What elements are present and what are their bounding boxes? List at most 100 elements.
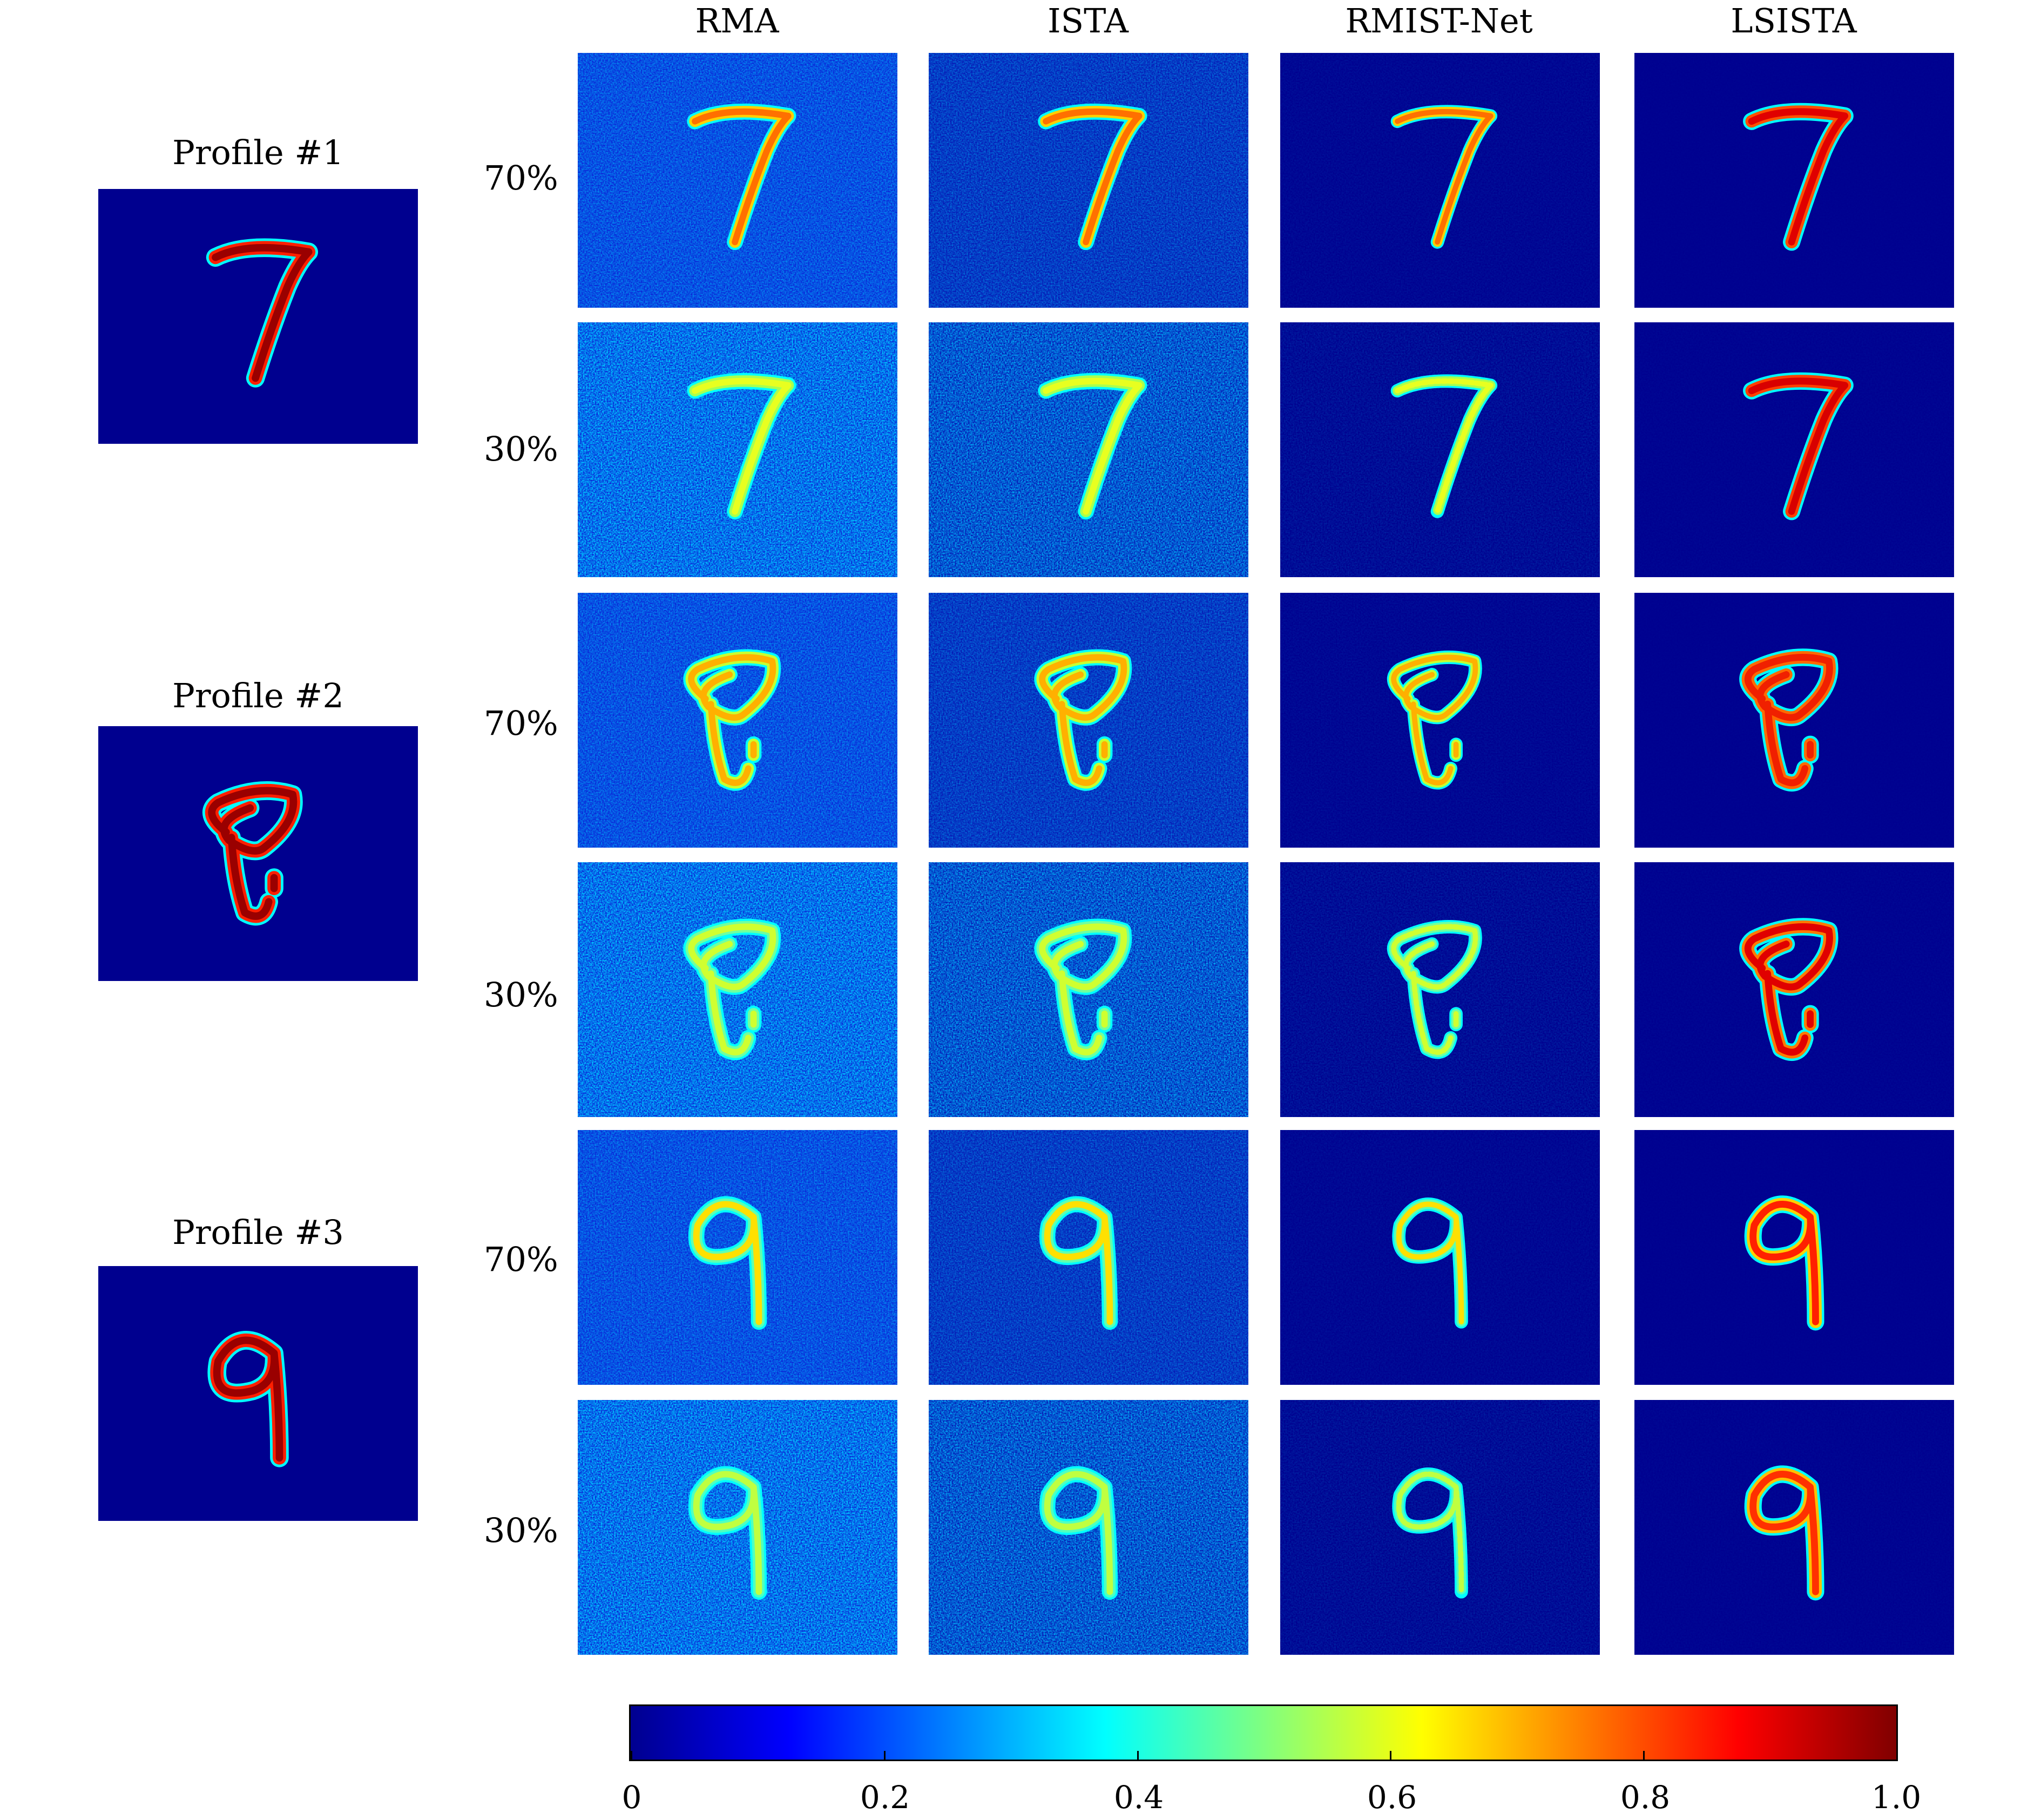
colorbar-label-0: 0: [621, 1779, 642, 1816]
colorbar-tick-2: [1137, 1751, 1139, 1760]
panel-background: [98, 189, 418, 444]
profile-title-2: Profile #2: [172, 676, 344, 715]
profile-image-1: [98, 189, 418, 444]
digit-8: [1739, 648, 1839, 791]
column-title-rmist-net: RMIST-Net: [1345, 1, 1533, 40]
digit-stroke: [1039, 923, 1127, 1056]
digit-9: [1392, 1467, 1468, 1599]
digit-8: [1739, 918, 1839, 1061]
profile-image-2: [98, 726, 418, 981]
digit-7: [1038, 373, 1147, 520]
digit-stroke: [693, 1201, 762, 1325]
column-title-lsista: LSISTA: [1731, 1, 1857, 40]
digit-stroke: [1391, 654, 1478, 786]
recon-ista-row-6: [929, 1400, 1248, 1655]
digit-7: [1038, 103, 1147, 251]
digit-7: [206, 238, 318, 388]
digit-stroke: [1391, 924, 1478, 1055]
recon-rmist-net-row-4: [1280, 862, 1600, 1117]
digit-8: [683, 918, 781, 1060]
recon-ista-row-2: [929, 322, 1248, 577]
recon-rmist-net-row-6: [1280, 1400, 1600, 1655]
recon-lsista-row-3: [1634, 593, 1954, 848]
digit-9: [1392, 1197, 1468, 1329]
recon-ista-row-4: [929, 862, 1248, 1117]
digit-7: [687, 103, 796, 251]
digit-stroke: [1749, 1471, 1819, 1595]
colorbar-tick-0: [631, 1751, 632, 1760]
recon-rmist-net-row-3: [1280, 593, 1600, 848]
profile-title-3: Profile #3: [172, 1213, 344, 1252]
colorbar-label-1: 0.2: [860, 1779, 910, 1816]
colorbar-label-5: 1.0: [1871, 1779, 1922, 1816]
recon-rma-row-3: [578, 593, 897, 848]
recon-rmist-net-row-2: [1280, 322, 1600, 577]
digit-stroke: [1043, 108, 1143, 246]
recon-rma-row-5: [578, 1130, 897, 1385]
digit-stroke: [1396, 1201, 1464, 1325]
row-label-6: 30%: [484, 1511, 558, 1550]
digit-stroke: [692, 377, 792, 515]
panel-noise: [1634, 53, 1954, 308]
digit-stroke: [1039, 654, 1127, 786]
digit-stroke: [1748, 108, 1849, 246]
panel-noise: [578, 322, 897, 577]
digit-7: [1390, 374, 1498, 518]
column-title-ista: ISTA: [1047, 1, 1128, 40]
recon-rma-row-6: [578, 1400, 897, 1655]
digit-stroke: [1744, 654, 1833, 787]
panel-noise: [578, 53, 897, 308]
digit-9: [688, 1466, 767, 1600]
row-label-5: 70%: [484, 1240, 558, 1279]
digit-7: [687, 373, 796, 520]
colorbar-label-2: 0.4: [1113, 1779, 1164, 1816]
recon-lsista-row-6: [1634, 1400, 1954, 1655]
digit-8: [1034, 649, 1132, 791]
recon-lsista-row-2: [1634, 322, 1954, 577]
profile-title-1: Profile #1: [172, 133, 344, 172]
digit-stroke: [1044, 1201, 1113, 1325]
recon-rma-row-4: [578, 862, 897, 1117]
recon-ista-row-1: [929, 53, 1248, 308]
digit-stroke: [1044, 1471, 1113, 1595]
colorbar-tick-3: [1390, 1751, 1392, 1760]
digit-stroke: [1043, 377, 1143, 515]
digit-stroke: [688, 923, 776, 1056]
row-label-1: 70%: [484, 158, 558, 198]
panel-noise: [1280, 322, 1600, 577]
row-label-3: 70%: [484, 703, 558, 743]
digit-9: [1039, 1466, 1118, 1600]
recon-rma-row-2: [578, 322, 897, 577]
digit-9: [207, 1331, 289, 1467]
digit-stroke: [1395, 109, 1493, 245]
recon-lsista-row-5: [1634, 1130, 1954, 1385]
recon-rmist-net-row-1: [1280, 53, 1600, 308]
colorbar-tick-4: [1643, 1751, 1645, 1760]
digit-7: [1743, 103, 1854, 251]
digit-stroke: [212, 243, 313, 382]
digit-stroke: [693, 1471, 762, 1595]
panel-noise: [929, 53, 1248, 308]
row-label-4: 30%: [484, 975, 558, 1014]
colorbar: [629, 1704, 1898, 1761]
digit-7: [1390, 105, 1498, 249]
recon-lsista-row-4: [1634, 862, 1954, 1117]
colorbar-label-3: 0.6: [1367, 1779, 1417, 1816]
panel-noise: [1280, 53, 1600, 308]
digit-stroke: [1749, 1201, 1819, 1325]
digit-stroke: [208, 787, 298, 920]
digit-8: [1034, 918, 1132, 1060]
digit-stroke: [1748, 377, 1849, 515]
colorbar-tick-1: [883, 1751, 886, 1760]
digit-9: [1744, 1195, 1824, 1331]
digit-7: [1743, 372, 1854, 520]
colorbar-tick-5: [1896, 1751, 1898, 1760]
recon-ista-row-5: [929, 1130, 1248, 1385]
row-label-2: 30%: [484, 429, 558, 469]
colorbar-label-4: 0.8: [1620, 1779, 1671, 1816]
panel-noise: [1634, 322, 1954, 577]
recon-lsista-row-1: [1634, 53, 1954, 308]
digit-stroke: [692, 108, 792, 246]
digit-8: [1387, 651, 1482, 790]
profile-image-3: [98, 1266, 418, 1521]
